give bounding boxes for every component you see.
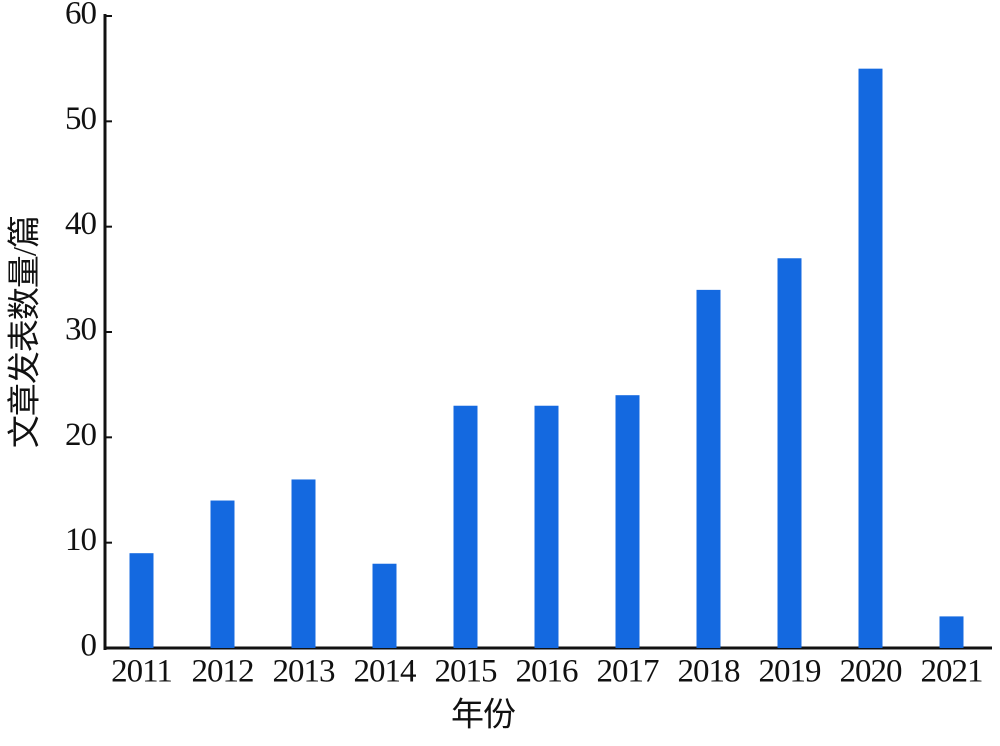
bar [939, 616, 964, 648]
y-axis-label: 文章发表数量/篇 [7, 216, 44, 448]
x-tick-label: 2020 [840, 654, 903, 690]
y-tick-label: 40 [65, 206, 97, 242]
bar [372, 563, 397, 648]
y-tick-label: 30 [65, 312, 97, 348]
bar [291, 479, 316, 648]
x-tick-label: 2011 [111, 654, 172, 690]
y-tick-label: 10 [65, 522, 97, 558]
x-tick-label: 2017 [597, 654, 660, 690]
bar [534, 405, 559, 648]
x-tick-label: 2013 [273, 654, 336, 690]
bar [777, 258, 802, 648]
bar [858, 68, 883, 648]
x-tick-label: 2012 [192, 654, 254, 690]
bar [615, 395, 640, 648]
x-tick-label: 2014 [354, 654, 417, 690]
y-tick-label: 0 [81, 628, 97, 664]
x-tick-label: 2021 [921, 654, 983, 690]
bar [453, 405, 478, 648]
y-tick-label: 50 [65, 101, 97, 137]
x-tick-label: 2018 [678, 654, 741, 690]
bar [129, 553, 154, 648]
x-tick-label: 2015 [435, 654, 498, 690]
x-tick-label: 2016 [516, 654, 579, 690]
y-tick-label: 20 [65, 417, 97, 453]
bar [210, 500, 235, 648]
y-tick-label: 60 [65, 0, 97, 32]
x-tick-label: 2019 [759, 654, 822, 690]
bar [696, 289, 721, 648]
x-axis-label: 年份 [451, 697, 516, 734]
